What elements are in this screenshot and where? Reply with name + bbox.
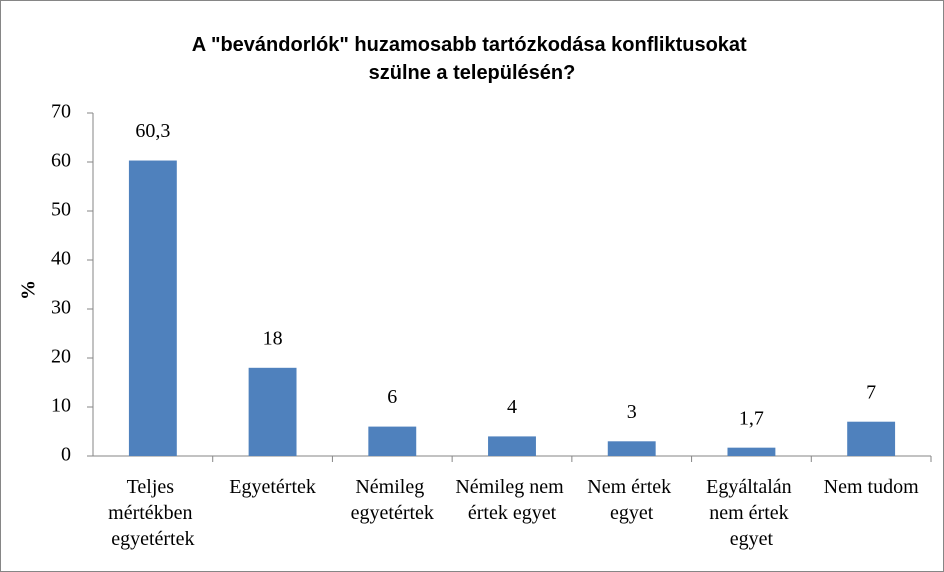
y-tick-label: 20 [51,346,71,368]
x-tick-label: Nem tudom [824,476,919,498]
bar [727,447,776,456]
chart-title: A "bevándorlók" huzamosabb tartózkodása … [192,34,753,84]
bar [607,441,656,456]
bar [488,436,536,456]
y-tick-label: 0 [61,444,71,466]
x-tick-label: Egyetértek [229,476,316,498]
y-tick-label: 60 [51,150,71,172]
x-tick-label: Nem értek egyet [587,476,676,524]
data-label: 1,7 [739,407,764,429]
y-tick-label: 40 [51,248,71,270]
x-tick-label: Egyáltalán nem értek egyet [706,476,797,550]
data-label: 60,3 [135,120,170,142]
data-label: 18 [263,327,283,349]
y-axis-label: % [18,280,40,300]
y-tick-label: 10 [51,395,71,417]
data-label: 3 [627,401,637,423]
bar [847,421,896,456]
y-tick-label: 30 [51,297,71,319]
bar [128,160,177,456]
bar [248,367,297,456]
x-tick-label: Teljes mértékben egyetértek [108,476,197,550]
y-tick-label: 50 [51,199,71,221]
y-tick-label: 70 [51,101,71,123]
data-label: 7 [866,381,876,403]
bar [368,426,417,456]
data-label: 4 [507,396,517,418]
x-tick-label: Némileg egyetértek [351,476,434,524]
x-tick-label: Némileg nem értek egyet [455,476,568,524]
data-label: 6 [387,386,397,408]
